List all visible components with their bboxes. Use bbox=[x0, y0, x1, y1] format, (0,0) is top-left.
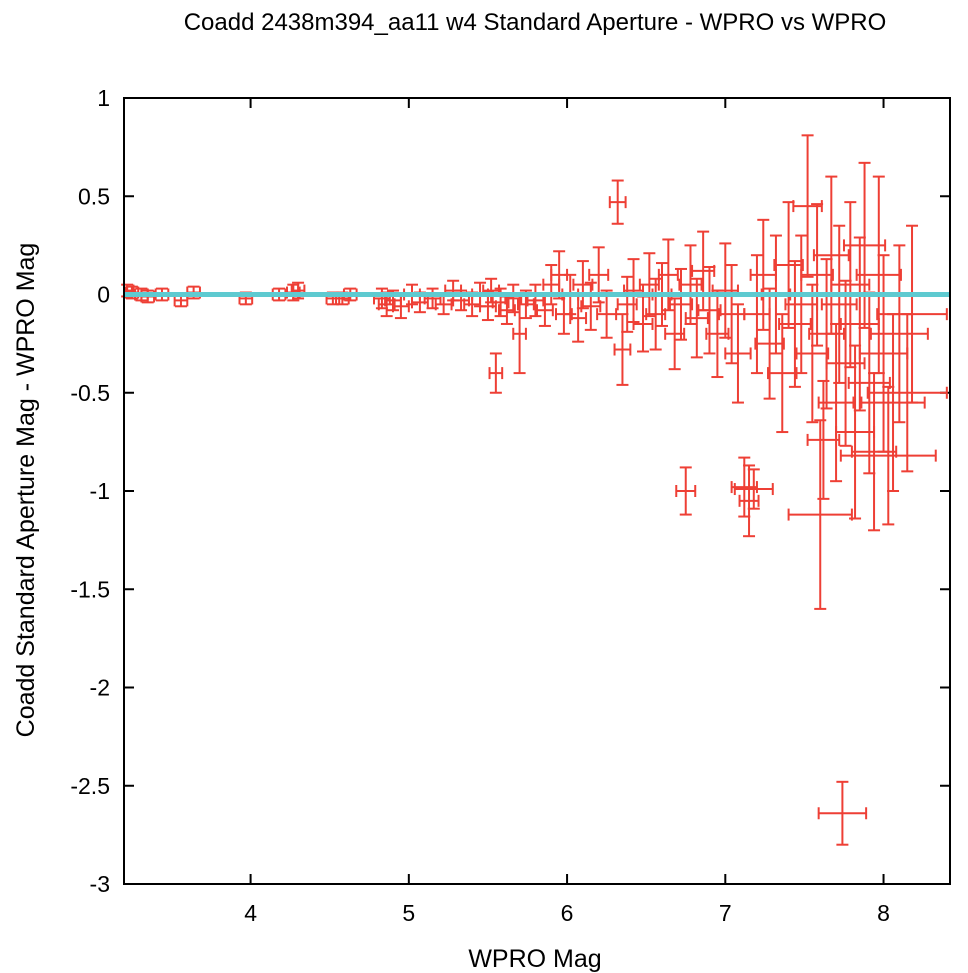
data-point bbox=[504, 283, 523, 314]
data-point bbox=[675, 466, 697, 516]
plot-frame bbox=[123, 97, 951, 885]
data-point bbox=[795, 283, 830, 424]
data-point bbox=[657, 238, 679, 312]
y-tick-label: -1 bbox=[90, 478, 110, 504]
x-tick-label: 5 bbox=[402, 900, 415, 926]
y-tick-label: -2.5 bbox=[70, 773, 110, 799]
data-point bbox=[817, 780, 868, 846]
data-point bbox=[876, 224, 948, 404]
data-point bbox=[717, 264, 746, 365]
data-point bbox=[812, 175, 850, 335]
data-point bbox=[754, 287, 785, 400]
y-tick-label: 0 bbox=[97, 282, 110, 308]
data-point bbox=[825, 279, 866, 447]
data-point bbox=[580, 281, 602, 331]
data-point bbox=[392, 293, 410, 320]
data-point bbox=[572, 260, 594, 310]
data-point bbox=[596, 289, 618, 339]
data-point bbox=[526, 283, 545, 318]
data-point bbox=[850, 372, 898, 532]
x-tick-label: 8 bbox=[877, 900, 890, 926]
data-point bbox=[488, 352, 504, 394]
chart-title: Coadd 2438m394_aa11 w4 Standard Aperture… bbox=[184, 9, 887, 36]
axis-ticks: 4 5 6 7 8 1 0.5 0 -0.5 -1 -1.5 -2 -2.5 -3 bbox=[70, 85, 950, 926]
data-point bbox=[749, 218, 777, 331]
data-point bbox=[608, 179, 627, 225]
data-point bbox=[866, 313, 948, 473]
data-point bbox=[684, 277, 709, 359]
y-tick-label: -2 bbox=[90, 675, 110, 701]
x-tick-label: 6 bbox=[561, 900, 574, 926]
data-point bbox=[817, 322, 855, 483]
y-tick-label: -3 bbox=[90, 871, 110, 897]
data-point bbox=[536, 293, 554, 327]
data-point bbox=[787, 419, 853, 610]
x-tick-label: 7 bbox=[719, 900, 732, 926]
data-point bbox=[806, 379, 841, 500]
data-point bbox=[733, 468, 774, 510]
y-tick-label: -0.5 bbox=[70, 380, 110, 406]
data-point bbox=[820, 224, 858, 384]
data-point bbox=[678, 244, 703, 325]
data-point bbox=[830, 201, 871, 369]
data-point bbox=[855, 175, 902, 375]
data-point bbox=[800, 203, 834, 347]
y-tick-label: -1.5 bbox=[70, 576, 110, 602]
y-axis-label: Coadd Standard Aperture Mag - WPRO Mag bbox=[12, 243, 40, 738]
data-point bbox=[616, 275, 638, 333]
data-point bbox=[668, 267, 694, 341]
error-bars bbox=[121, 134, 948, 846]
x-tick-label: 4 bbox=[244, 900, 257, 926]
data-point bbox=[778, 260, 812, 388]
data-point bbox=[767, 313, 798, 434]
y-tick-label: 1 bbox=[97, 85, 110, 111]
data-point bbox=[738, 464, 760, 538]
data-point bbox=[743, 254, 771, 375]
y-tick-label: 0.5 bbox=[78, 183, 110, 209]
data-point bbox=[724, 303, 752, 404]
x-axis-label: WPRO Mag bbox=[468, 945, 601, 973]
data-point bbox=[691, 230, 716, 312]
data-point bbox=[842, 161, 887, 329]
data-point bbox=[773, 201, 804, 329]
data-point bbox=[839, 385, 937, 526]
data-point bbox=[792, 134, 823, 278]
data-point bbox=[730, 456, 758, 518]
